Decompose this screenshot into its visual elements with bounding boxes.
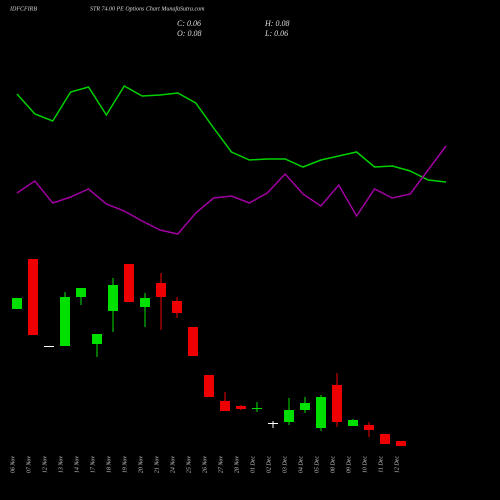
candle-body (364, 425, 374, 430)
x-tick-label: 08 Dec (330, 456, 336, 473)
x-tick-label: 24 Nov (169, 456, 176, 474)
candle-body (12, 298, 22, 309)
candle-body (204, 375, 214, 397)
candle-body (140, 298, 150, 307)
x-tick-label: 27 Nov (218, 456, 224, 474)
x-tick-label: 10 Dec (362, 456, 368, 473)
candle-body (380, 434, 390, 444)
x-tick-label: 03 Dec (282, 456, 288, 473)
candle-body (76, 288, 86, 297)
x-tick-label: 02 Dec (266, 456, 272, 473)
symbol: IDFCFIRB (9, 6, 37, 12)
candle-body (172, 301, 182, 313)
candle-body (332, 385, 342, 422)
x-tick-label: 25 Nov (186, 456, 192, 474)
x-tick-label: 01 Dec (250, 456, 256, 473)
x-tick-label: 05 Dec (314, 456, 320, 473)
x-tick-label: 19 Nov (122, 456, 128, 474)
candle-body (92, 334, 102, 344)
low-label: L: 0.06 (264, 29, 288, 38)
chart-title: STR 74.00 PE Options Chart MunafaSutra.c… (90, 5, 205, 12)
x-tick-label: 18 Nov (106, 456, 112, 474)
x-tick-label: 06 Nov (10, 456, 16, 474)
x-tick-label: 20 Nov (138, 456, 144, 474)
candle-body (188, 327, 198, 356)
candle-body (348, 420, 358, 426)
candle-body (108, 285, 118, 311)
x-tick-label: 13 Nov (58, 456, 64, 474)
x-tick-label: 12 Dec (394, 456, 400, 473)
candle-body (60, 297, 70, 346)
indicator-line (16, 145, 447, 235)
x-tick-label: 12 Nov (42, 456, 48, 474)
candle-body (124, 264, 134, 302)
x-tick-label: 21 Nov (154, 456, 160, 474)
indicator-line (16, 84, 447, 183)
high-label: H: 0.08 (264, 19, 289, 28)
candle-body (300, 403, 310, 410)
candle-body (220, 401, 230, 411)
close-label: C: 0.06 (177, 19, 201, 28)
candle-body (316, 397, 326, 428)
candle-body (44, 346, 54, 347)
x-tick-label: 14 Nov (73, 456, 80, 474)
x-tick-label: 07 Nov (26, 456, 32, 474)
candle-body (284, 410, 294, 422)
x-tick-label: 04 Dec (297, 456, 304, 473)
candle-body (252, 408, 262, 409)
x-tick-label: 28 Nov (234, 456, 240, 474)
candle-body (28, 259, 38, 335)
candle-body (156, 283, 166, 297)
candle-body (268, 423, 278, 424)
x-tick-label: 26 Nov (202, 456, 208, 474)
open-label: O: 0.08 (177, 29, 201, 38)
x-tick-label: 17 Nov (90, 456, 96, 474)
candle-body (236, 406, 246, 409)
x-tick-label: 09 Dec (346, 456, 352, 473)
candle-body (396, 441, 406, 446)
x-tick-label: 11 Dec (378, 456, 384, 473)
